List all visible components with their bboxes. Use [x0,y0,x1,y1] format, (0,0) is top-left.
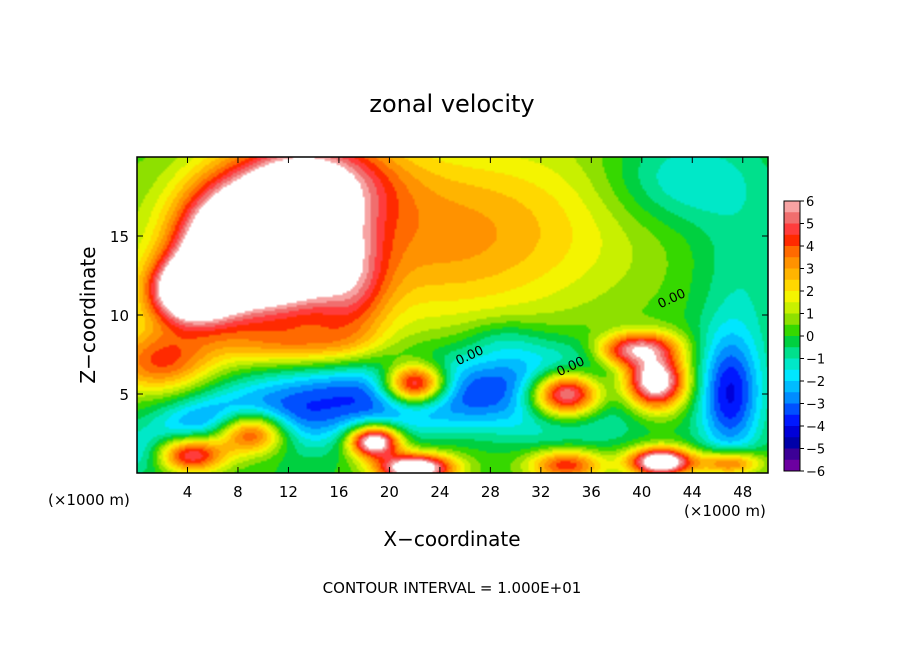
colorbar-tick-label: −5 [806,443,825,458]
colorbar-tick-label: 0 [806,330,814,345]
velocity-field-heatmap [137,157,768,473]
colorbar-swatch [784,437,800,449]
colorbar-swatch [784,459,800,472]
y-axis-ticks: 5 10 15 [110,228,768,404]
colorbar-swatch [784,291,800,303]
colorbar-swatch [784,279,800,292]
colorbar-tick-label: −6 [806,465,825,480]
colorbar-tick-label: −4 [806,420,825,435]
y-tick-label: 10 [110,307,129,325]
x-tick-label: 48 [733,483,752,501]
colorbar-swatch [784,257,800,269]
colorbar-swatch [784,369,800,382]
y-tick-label: 5 [119,386,129,404]
x-tick-label: 36 [582,483,601,501]
x-tick-label: 44 [683,483,702,501]
contour-interval-note: CONTOUR INTERVAL = 1.000E+01 [323,579,582,597]
colorbar-swatch [784,201,800,213]
chart-title: zonal velocity [369,90,534,118]
x-tick-label: 8 [233,483,243,501]
colorbar-swatch [784,268,800,281]
colorbar-tick-label: 2 [806,285,814,300]
x-unit-left: (×1000 m) [48,491,130,509]
colorbar-tick-label: −2 [806,375,825,390]
colorbar-swatch [784,426,800,438]
colorbar-swatch [784,313,800,326]
colorbar-swatch [784,246,800,258]
colorbar-tick-label: −1 [806,353,825,368]
colorbar-tick-label: 1 [806,308,814,323]
colorbar-swatch [784,448,800,461]
colorbar-tick-label: 6 [806,195,814,210]
x-tick-label: 20 [380,483,399,501]
colorbar-swatch [784,347,800,359]
colorbar-swatch [784,414,800,427]
colorbar-swatches [783,200,801,472]
colorbar-swatch [784,358,800,371]
plot-area: 0.00 0.000.00 4 8 12 16 20 24 28 32 36 40 44 48 5101… [110,156,769,501]
x-tick-label: 12 [279,483,298,501]
x-tick-label: 28 [481,483,500,501]
colorbar-swatch [784,324,800,337]
colorbar-tick-label: −3 [806,398,825,413]
x-tick-label: 32 [531,483,550,501]
x-tick-label: 40 [632,483,651,501]
x-axis-label: X−coordinate [383,527,520,551]
x-axis-ticks: 4 8 12 16 20 24 28 32 36 40 44 48 [183,157,752,501]
colorbar-swatch [784,381,800,393]
colorbar-swatch [784,212,800,224]
colorbar: 6 5 4 3 2 1 0 −1 −2 −3 −4 −5 −6 [783,195,825,480]
y-tick-label: 15 [110,228,129,246]
colorbar-swatch [784,223,800,236]
colorbar-ticks: 6 5 4 3 2 1 0 −1 −2 −3 −4 −5 −6 [800,195,825,480]
colorbar-tick-label: 4 [806,240,814,255]
colorbar-tick-label: 5 [806,218,814,233]
x-tick-label: 24 [430,483,449,501]
colorbar-swatch [784,336,800,348]
colorbar-tick-label: 3 [806,263,814,278]
colorbar-swatch [784,302,800,314]
colorbar-swatch [784,234,800,247]
y-axis-label: Z−coordinate [76,246,100,383]
colorbar-swatch [784,403,800,416]
x-tick-label: 4 [183,483,193,501]
x-tick-label: 16 [329,483,348,501]
colorbar-swatch [784,392,800,404]
x-unit-right: (×1000 m) [684,502,766,520]
